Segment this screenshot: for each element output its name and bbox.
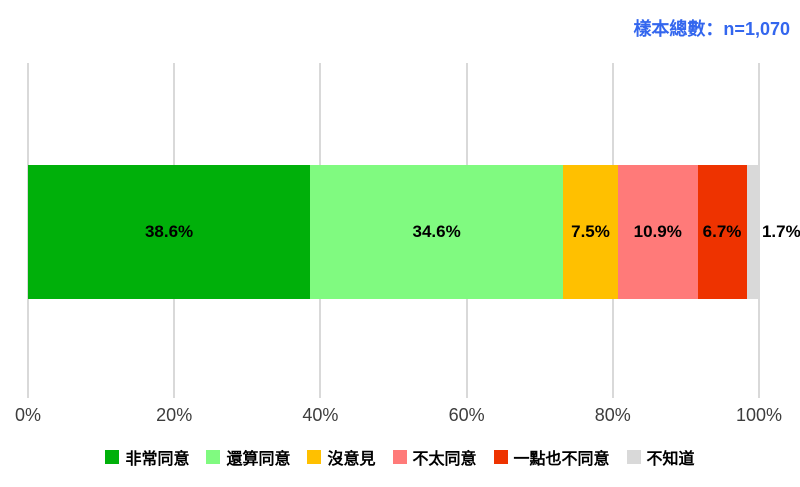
bar-segment: 7.5% xyxy=(563,165,618,299)
legend-item: 一點也不同意 xyxy=(493,445,610,469)
legend-item: 還算同意 xyxy=(206,445,290,469)
legend-swatch xyxy=(206,450,221,464)
bar-segment: 6.7% xyxy=(697,165,747,299)
legend-label: 沒意見 xyxy=(327,451,376,468)
bar-segment: 10.9% xyxy=(617,165,698,299)
plot-area: 0% 20% 40% 60% 80% 100% 38.6% 34.6% 7.5% 10.9% 6.7… xyxy=(15,63,800,425)
legend-label: 不知道 xyxy=(646,451,695,468)
legend-swatch xyxy=(392,450,407,464)
bar-segment: 34.6% xyxy=(310,165,564,299)
legend-item: 非常同意 xyxy=(105,445,189,469)
legend-swatch xyxy=(105,450,120,464)
x-axis-tick-label: 80% xyxy=(594,405,631,425)
x-axis-tick-label: 40% xyxy=(302,405,339,425)
legend-label: 不太同意 xyxy=(412,451,477,468)
bar-segment-label: 10.9% xyxy=(633,222,682,241)
legend-label: 一點也不同意 xyxy=(513,451,610,468)
bar-segment-label: 6.7% xyxy=(702,222,742,241)
bar-segment-label: 1.7% xyxy=(761,222,800,241)
bar-segment-label: 34.6% xyxy=(412,222,461,241)
x-axis-tick-label: 100% xyxy=(735,405,783,425)
bar-segment: 38.6% xyxy=(28,165,311,299)
legend: 非常同意 還算同意 沒意見 不太同意 一點也不同意 不知道 xyxy=(0,445,800,469)
gridline xyxy=(758,63,760,398)
legend-label: 非常同意 xyxy=(125,451,190,468)
x-axis-tick-label: 0% xyxy=(14,405,42,425)
stacked-bar: 38.6% 34.6% 7.5% 10.9% 6.7% 1.7% xyxy=(28,165,800,299)
legend-swatch xyxy=(493,450,508,464)
legend-swatch xyxy=(626,450,641,464)
legend-item: 沒意見 xyxy=(307,445,376,469)
bar-segment: 1.7% xyxy=(746,165,800,299)
bar-segment-label: 7.5% xyxy=(571,222,610,241)
x-axis-tick-label: 60% xyxy=(448,405,485,425)
legend-label: 還算同意 xyxy=(226,451,291,468)
x-axis-tick-label: 20% xyxy=(156,405,193,425)
bar-segment-label: 38.6% xyxy=(144,222,194,241)
sample-size-note: 樣本總數：n=1,070 xyxy=(633,19,790,39)
legend-item: 不太同意 xyxy=(392,445,477,469)
legend-item: 不知道 xyxy=(626,445,695,469)
legend-swatch xyxy=(307,450,322,464)
